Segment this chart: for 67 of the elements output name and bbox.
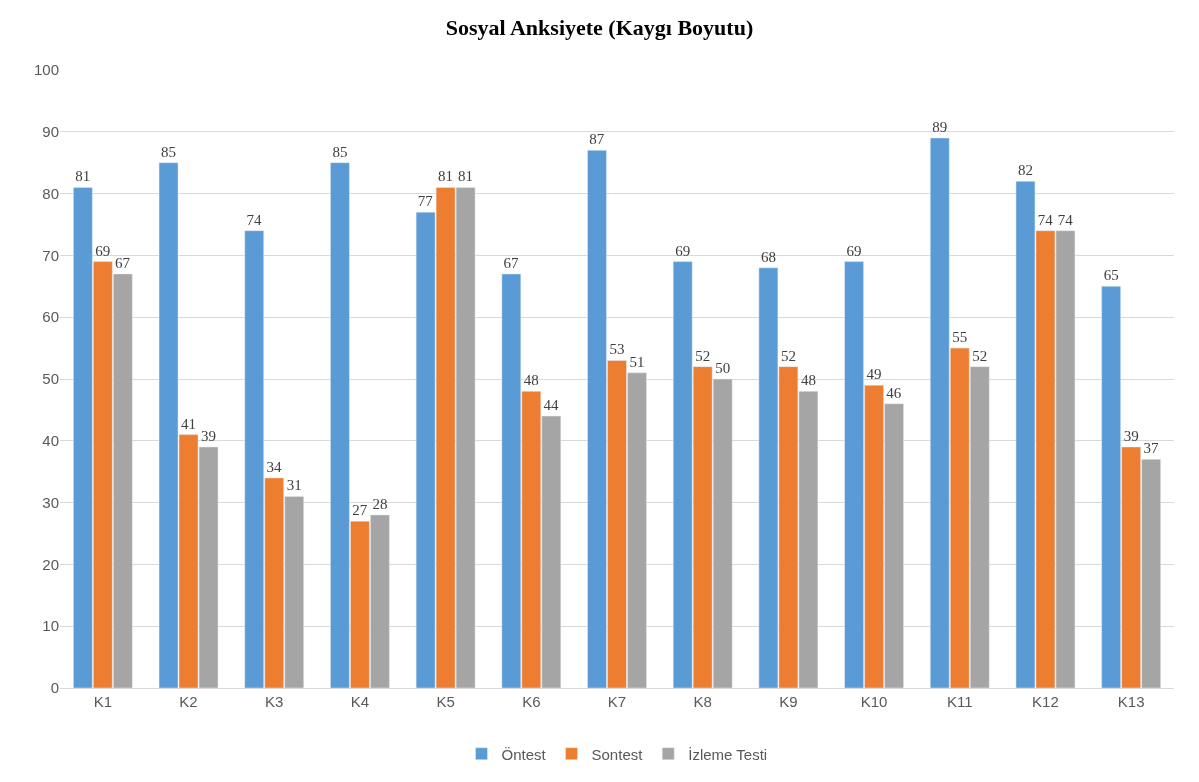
data-label: 52 bbox=[695, 347, 711, 364]
data-label: 37 bbox=[1143, 440, 1159, 457]
data-label: 69 bbox=[675, 242, 691, 259]
data-label: 27 bbox=[352, 502, 368, 519]
data-label: 34 bbox=[266, 458, 282, 475]
x-tick-label: K10 bbox=[860, 693, 888, 710]
chart-title: Sosyal Anksiyete (Kaygı Boyutu) bbox=[445, 14, 754, 40]
y-tick-label: 80 bbox=[42, 184, 59, 202]
data-label: 50 bbox=[715, 360, 731, 376]
x-tick-label: K2 bbox=[179, 693, 198, 710]
data-label: 53 bbox=[609, 341, 625, 358]
data-label: 69 bbox=[846, 242, 862, 259]
data-label: 52 bbox=[972, 347, 988, 364]
data-label: 85 bbox=[161, 143, 177, 160]
data-label: 52 bbox=[780, 347, 796, 364]
data-label: 77 bbox=[417, 193, 434, 210]
data-label: 65 bbox=[1103, 267, 1119, 284]
data-label: 82 bbox=[1017, 162, 1033, 179]
y-tick-label: 100 bbox=[33, 61, 59, 79]
legend-label: Sontest bbox=[591, 745, 644, 763]
legend-label: İzleme Testi bbox=[688, 745, 768, 763]
x-tick-label: K4 bbox=[350, 693, 370, 710]
data-label: 74 bbox=[1057, 211, 1074, 228]
x-tick-label: K5 bbox=[436, 693, 455, 710]
data-label: 81 bbox=[458, 168, 474, 185]
data-label: 74 bbox=[1037, 211, 1054, 228]
data-label: 55 bbox=[952, 329, 968, 346]
y-tick-label: 0 bbox=[50, 679, 59, 697]
x-tick-label: K11 bbox=[946, 693, 973, 710]
y-tick-label: 50 bbox=[42, 370, 59, 388]
data-label: 67 bbox=[503, 254, 520, 271]
data-label: 46 bbox=[886, 384, 902, 401]
x-tick-label: K7 bbox=[607, 693, 627, 710]
x-tick-label: K3 bbox=[265, 693, 284, 710]
x-tick-label: K12 bbox=[1032, 693, 1059, 710]
data-label: 89 bbox=[932, 118, 948, 135]
data-label: 67 bbox=[115, 254, 131, 271]
data-label: 39 bbox=[1123, 427, 1139, 444]
x-tick-label: K9 bbox=[779, 693, 798, 710]
data-label: 74 bbox=[246, 211, 262, 228]
x-tick-label: K1 bbox=[93, 693, 113, 710]
x-tick-label: K8 bbox=[693, 693, 712, 710]
data-label: 81 bbox=[438, 168, 454, 185]
data-label: 49 bbox=[866, 366, 882, 383]
data-label: 28 bbox=[372, 495, 388, 512]
data-label: 68 bbox=[760, 248, 776, 265]
x-tick-label: K13 bbox=[1117, 693, 1145, 710]
data-label: 85 bbox=[332, 143, 348, 160]
y-tick-label: 60 bbox=[42, 308, 59, 326]
data-label: 69 bbox=[95, 242, 111, 259]
data-label: 51 bbox=[629, 353, 645, 370]
data-label: 31 bbox=[286, 477, 302, 494]
data-label: 44 bbox=[543, 397, 560, 414]
data-label: 81 bbox=[75, 168, 91, 185]
y-tick-label: 10 bbox=[42, 617, 59, 635]
data-label: 48 bbox=[800, 372, 816, 389]
data-label: 87 bbox=[589, 131, 605, 148]
data-label: 39 bbox=[201, 427, 217, 444]
y-tick-label: 40 bbox=[42, 432, 59, 450]
y-tick-label: 20 bbox=[42, 555, 59, 573]
data-label: 41 bbox=[181, 415, 197, 432]
y-tick-label: 90 bbox=[42, 123, 59, 141]
x-tick-label: K6 bbox=[522, 693, 541, 710]
data-label: 48 bbox=[523, 372, 539, 389]
legend-label: Öntest bbox=[501, 745, 547, 763]
y-tick-label: 30 bbox=[42, 493, 59, 511]
y-tick-label: 70 bbox=[42, 246, 59, 264]
